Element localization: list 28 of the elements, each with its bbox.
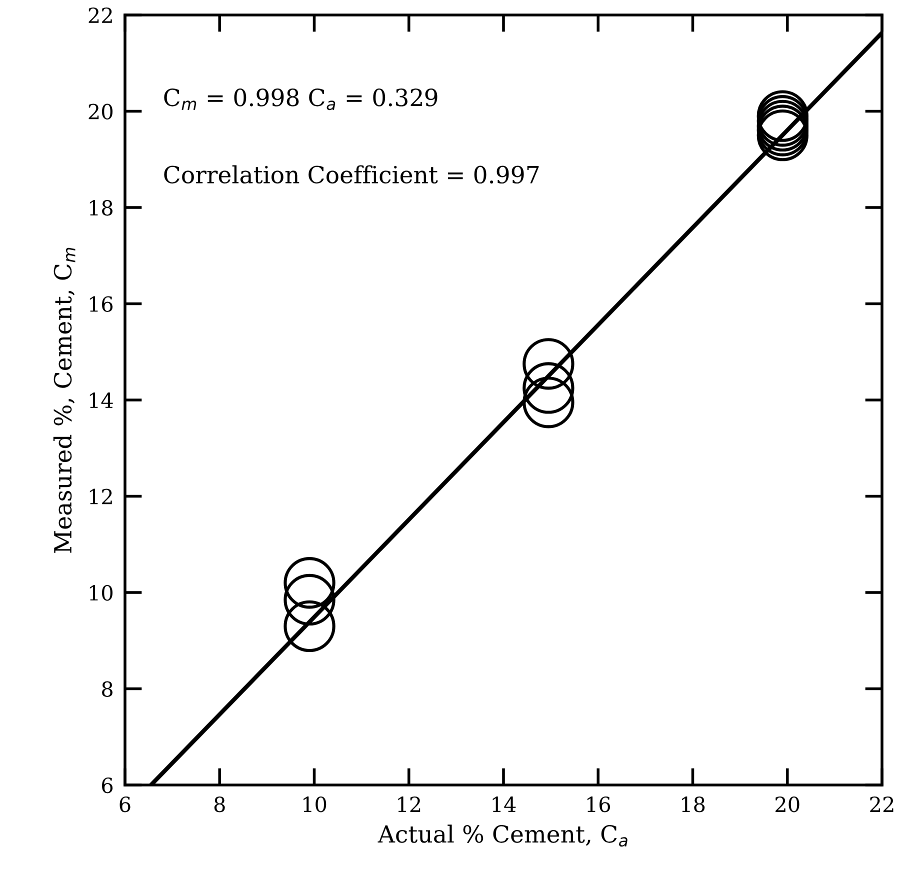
x-tick-label: 14 <box>492 796 516 812</box>
x-tick-label: 22 <box>870 796 894 812</box>
point <box>522 362 574 414</box>
y-tick-label: 22 <box>88 7 112 23</box>
point <box>284 574 336 626</box>
y-tick-label: 18 <box>90 200 112 216</box>
x-tick-label: 12 <box>398 796 420 812</box>
y-tick-label: 6 <box>102 777 113 794</box>
annotation: C$_{m}$ = 0.998 C$_{a}$ = 0.329 <box>164 88 438 110</box>
x-tick-label: 18 <box>682 796 705 812</box>
y-tick-label: 12 <box>90 488 112 504</box>
y-tick-label: 20 <box>88 104 113 120</box>
x-tick-label: 10 <box>304 796 326 812</box>
point <box>522 376 574 428</box>
y-axis-title: Measured %, Cement, C$_{m}$ <box>53 248 76 553</box>
annotation: Correlation Coefficient = 0.997 <box>164 165 539 184</box>
point <box>284 600 336 652</box>
y-tick-label: 8 <box>102 681 112 697</box>
y-tick-label: 16 <box>90 296 113 312</box>
x-tick-label: 8 <box>214 796 225 812</box>
y-tick-label: 14 <box>90 392 113 408</box>
x-tick-label: 20 <box>776 796 800 812</box>
x-tick-label: 6 <box>120 796 130 812</box>
point <box>284 557 336 609</box>
point <box>522 338 574 390</box>
y-tick-label: 10 <box>90 584 113 601</box>
x-axis-title: Actual % Cement, C$_{a}$ <box>378 824 628 847</box>
x-tick-label: 16 <box>587 796 610 812</box>
